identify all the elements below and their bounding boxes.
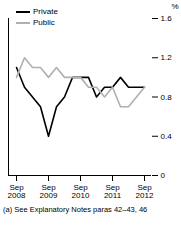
svg-text:0.8: 0.8 <box>161 93 173 102</box>
svg-text:0.4: 0.4 <box>161 132 173 141</box>
svg-text:1.6: 1.6 <box>161 14 173 23</box>
svg-text:Sep2012: Sep2012 <box>136 183 154 200</box>
html-text:Private: Private <box>33 7 58 16</box>
svg-text:0: 0 <box>161 171 166 180</box>
svg-text:Sep2009: Sep2009 <box>40 183 58 200</box>
svg-text:Sep2010: Sep2010 <box>72 183 90 200</box>
svg-text:Sep2011: Sep2011 <box>104 183 122 200</box>
svg-text:%: % <box>171 2 178 11</box>
html-text:Public: Public <box>33 18 55 27</box>
svg-text:1.2: 1.2 <box>161 53 173 62</box>
html-text:(a) See Explanatory Notes para: (a) See Explanatory Notes paras 42–43, 4… <box>3 205 148 214</box>
svg-text:Sep2008: Sep2008 <box>8 183 26 200</box>
